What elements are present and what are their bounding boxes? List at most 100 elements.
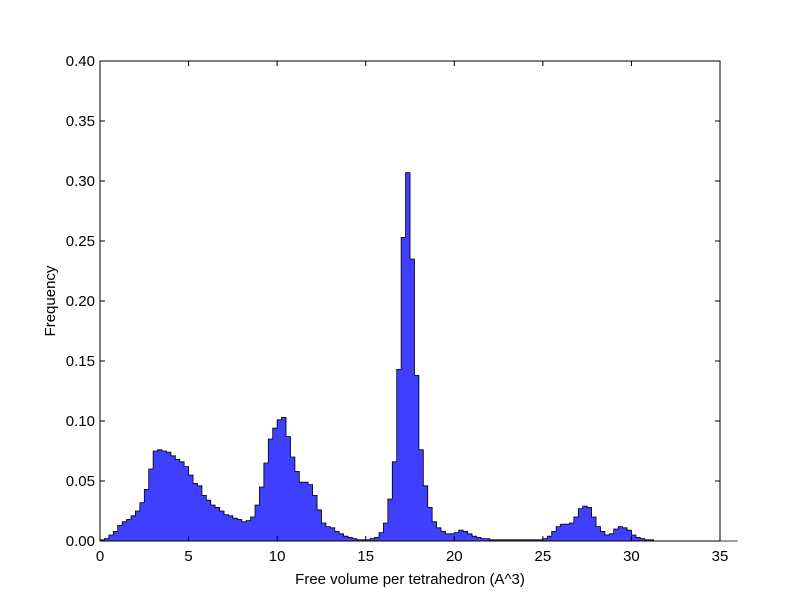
histogram-bar: [445, 533, 451, 541]
histogram-bar: [286, 436, 291, 541]
histogram-bar: [228, 515, 234, 541]
histogram-bar: [587, 507, 592, 541]
histogram-bar: [569, 523, 575, 541]
histogram-bar: [268, 439, 274, 541]
histogram-bar: [290, 457, 296, 541]
histogram-bar: [449, 533, 455, 541]
histogram-bar: [547, 536, 553, 541]
histogram-bar: [162, 451, 167, 541]
histogram-bar: [308, 484, 313, 541]
histogram-bar: [303, 482, 309, 541]
histogram-bar: [635, 537, 641, 541]
histogram-bar: [631, 535, 637, 541]
histogram-bar: [232, 518, 238, 541]
outline-layer: [99, 172, 738, 542]
histogram-bar: [166, 452, 172, 541]
histogram-bar: [250, 517, 256, 541]
histogram-outline: [99, 172, 738, 542]
x-tick-label: 10: [269, 548, 286, 565]
histogram-bar: [157, 449, 163, 541]
histogram-bar: [370, 538, 375, 541]
histogram-bar: [507, 539, 513, 541]
histogram-bar: [383, 523, 389, 541]
histogram-bar: [184, 466, 189, 541]
x-tick-label: 30: [623, 548, 640, 565]
histogram-bar: [609, 533, 615, 541]
x-axis-label: Free volume per tetrahedron (A^3): [295, 571, 525, 588]
histogram-bar: [104, 538, 110, 541]
histogram-bar: [241, 521, 247, 541]
histogram-bar: [503, 539, 508, 541]
histogram-bar: [330, 527, 336, 541]
histogram-bar: [281, 417, 287, 541]
histogram-bar: [379, 532, 384, 541]
histogram-bar: [277, 419, 282, 541]
histogram-bar: [441, 531, 446, 541]
histogram-bar: [299, 482, 305, 541]
histogram-bar: [131, 515, 136, 541]
histogram-bar: [392, 461, 398, 541]
y-tick-label: 0.30: [66, 173, 95, 190]
histogram-bar: [516, 539, 522, 541]
histogram-bar: [153, 451, 158, 541]
histogram-bar: [312, 495, 318, 541]
histogram-bar: [591, 517, 597, 541]
histogram-bar: [334, 531, 340, 541]
histogram-bar: [627, 530, 632, 541]
histogram-bar: [573, 517, 579, 541]
y-tick-label: 0.40: [66, 53, 95, 70]
histogram-bar: [356, 539, 362, 541]
histogram-bar: [401, 237, 406, 541]
histogram-bar: [596, 526, 601, 541]
y-tick-label: 0.00: [66, 533, 95, 550]
histogram-bar: [374, 537, 380, 541]
histogram-bar: [361, 539, 367, 541]
histogram-bar: [498, 539, 504, 541]
histogram-bar: [339, 533, 344, 541]
histogram-bar: [201, 495, 207, 541]
histogram-bar: [410, 259, 415, 541]
histogram-bar: [427, 507, 433, 541]
histogram-bar: [175, 459, 181, 541]
y-tick-label: 0.20: [66, 293, 95, 310]
histogram-bar: [113, 531, 119, 541]
histogram-bar: [139, 502, 145, 541]
histogram-bar: [418, 449, 424, 541]
histogram-bar: [578, 508, 584, 541]
x-tick-label: 20: [446, 548, 463, 565]
histogram-bar: [476, 537, 482, 541]
histogram-bar: [352, 538, 358, 541]
y-tick-label: 0.25: [66, 233, 95, 250]
y-tick-label: 0.05: [66, 473, 95, 490]
histogram-bar: [618, 526, 623, 541]
histogram-bar: [622, 527, 628, 541]
histogram-bar: [405, 172, 411, 541]
histogram-bar: [263, 463, 269, 541]
ticks-layer: 0 5 10 15 20 25 30 35 0.00 0.05 0.10 0.15 0.20 0.25 0.…: [66, 53, 729, 565]
histogram-bar: [246, 520, 251, 541]
histogram-bar: [343, 536, 349, 541]
histogram-bar: [188, 475, 194, 541]
histogram-bar: [472, 536, 477, 541]
histogram-bar: [551, 531, 557, 541]
histogram-bar: [396, 369, 402, 541]
histogram-bar: [193, 483, 198, 541]
histogram-bar: [604, 535, 610, 541]
histogram-bar: [458, 530, 464, 541]
histogram-bar: [565, 524, 570, 541]
histogram-bar: [215, 507, 220, 541]
histogram-bar: [224, 514, 229, 541]
histogram-bar: [480, 538, 486, 541]
histogram-bar: [520, 539, 526, 541]
histogram-bar: [534, 539, 539, 541]
y-tick-label: 0.15: [66, 353, 95, 370]
histogram-bar: [454, 532, 460, 541]
histogram-bar: [600, 531, 606, 541]
histogram-bar: [556, 526, 561, 541]
histogram-bar: [414, 375, 420, 541]
histogram-bar: [387, 499, 393, 541]
histogram-bar: [122, 521, 127, 541]
x-tick-label: 5: [184, 548, 192, 565]
histogram-bar: [525, 539, 530, 541]
